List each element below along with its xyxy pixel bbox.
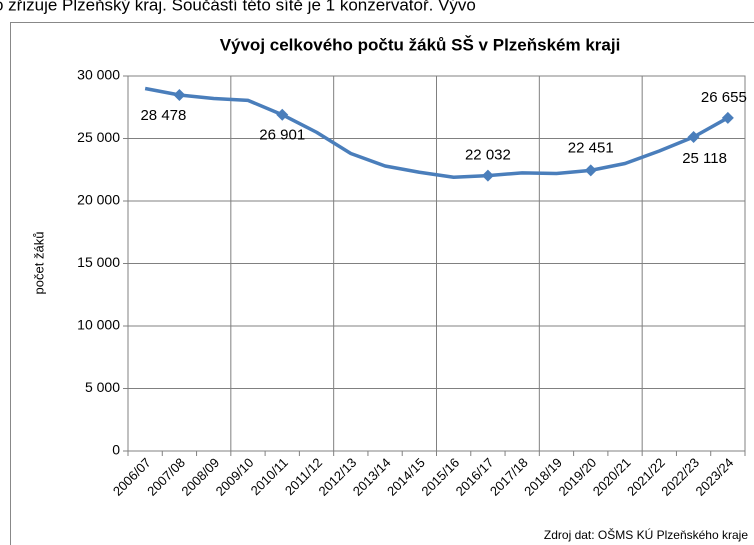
- x-tick-label: 2010/11: [248, 455, 291, 498]
- marker: [481, 169, 494, 182]
- data-label: 25 118: [682, 150, 727, 167]
- y-tick-label: 15 000: [77, 254, 120, 270]
- y-tick-label: 10 000: [77, 317, 120, 333]
- y-tick-label: 25 000: [77, 129, 120, 145]
- line: [144, 86, 729, 179]
- y-tick-label: 5 000: [85, 379, 120, 395]
- data-label: 22 032: [465, 147, 511, 164]
- x-tick-label: 2023/24: [693, 455, 737, 499]
- marker: [721, 111, 734, 124]
- chart-frame: [10, 22, 754, 545]
- data-label: 26 901: [259, 127, 305, 144]
- data-label: 26 655: [701, 89, 747, 106]
- chart-title: Vývoj celkového počtu žáků SŠ v Plzeňské…: [220, 35, 621, 54]
- data-label: 22 451: [568, 139, 614, 156]
- x-tick-label: 2009/10: [213, 455, 257, 499]
- marker: [687, 131, 700, 144]
- y-axis-label: počet žáků: [31, 232, 46, 295]
- y-tick-label: 30 000: [77, 67, 120, 83]
- marker: [276, 108, 289, 121]
- y-tick-label: 0: [112, 442, 120, 458]
- data-label: 28 478: [140, 107, 186, 124]
- intro-text: o zřizuje Plzeňský kraj. Součástí této s…: [0, 0, 476, 14]
- y-tick-label: 20 000: [77, 192, 120, 208]
- marker: [173, 89, 186, 102]
- source: Zdroj dat: OŠMS KÚ Plzeňského kraje: [544, 527, 748, 542]
- marker: [584, 164, 597, 177]
